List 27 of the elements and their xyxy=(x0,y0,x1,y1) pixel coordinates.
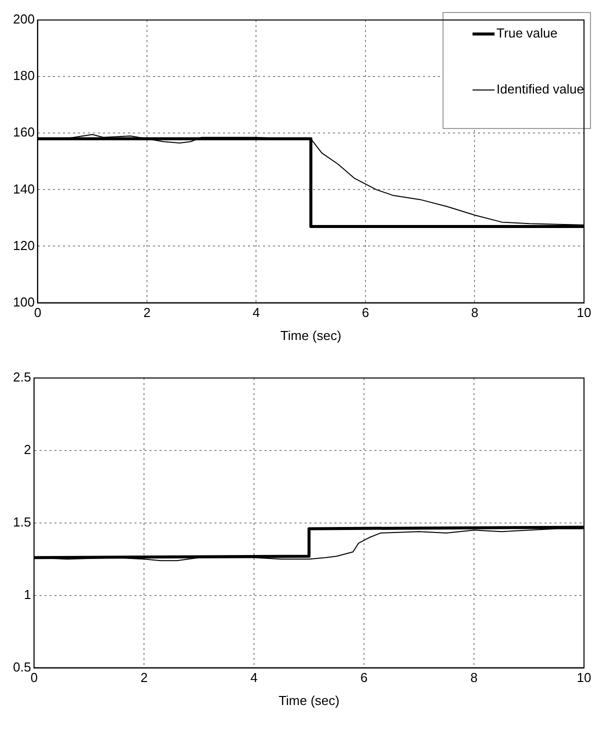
y-tick-label: 1.5 xyxy=(12,514,32,530)
y-tick-label: 120 xyxy=(12,238,35,253)
x-axis-title: Time (sec) xyxy=(280,328,342,343)
x-tick-label: 8 xyxy=(471,305,478,320)
x-tick-label: 6 xyxy=(360,670,368,686)
y-tick-label: 140 xyxy=(12,181,35,196)
x-tick-label: 6 xyxy=(362,305,370,320)
x-tick-label: 10 xyxy=(576,305,592,320)
y-tick-label: 100 xyxy=(12,294,35,310)
legend-label: Identified value xyxy=(496,82,584,97)
x-tick-label: 4 xyxy=(252,305,260,320)
x-tick-label: 10 xyxy=(576,670,592,686)
x-axis-title: Time (sec) xyxy=(278,692,340,708)
x-tick-label: 0 xyxy=(30,670,38,686)
x-tick-label: 2 xyxy=(143,305,151,320)
y-tick-label: 180 xyxy=(12,68,35,84)
y-tick-label: 1 xyxy=(24,586,32,602)
x-tick-label: 0 xyxy=(34,305,42,320)
y-tick-label: 0.5 xyxy=(12,659,32,674)
x-tick-label: 8 xyxy=(470,670,478,686)
x-tick-label: 4 xyxy=(250,670,258,686)
y-tick-label: 2 xyxy=(24,442,32,458)
x-tick-label: 2 xyxy=(140,670,148,686)
y-tick-label: 2.5 xyxy=(12,370,32,385)
legend-label: True value xyxy=(496,26,558,41)
y-tick-label: 200 xyxy=(12,12,35,27)
y-tick-label: 160 xyxy=(12,124,35,140)
